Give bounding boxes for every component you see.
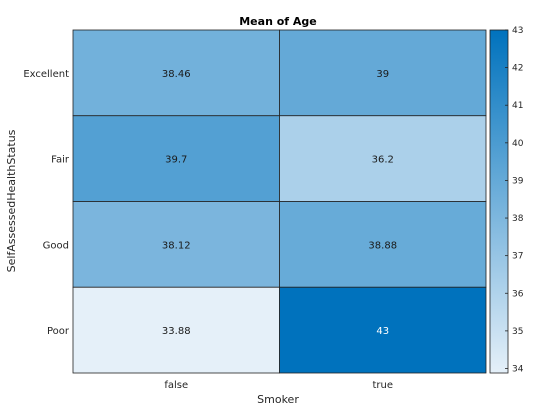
x-tick-label: false <box>164 380 188 391</box>
y-axis-title: SelfAssessedHealthStatus <box>5 129 18 272</box>
heatmap-cell <box>279 115 487 202</box>
heatmap-cell <box>279 201 487 288</box>
heatmap-cell <box>72 286 280 374</box>
colorbar: 34 35 36 37 38 39 40 41 42 43 <box>489 26 524 374</box>
colorbar-tick-label: 38 <box>512 214 524 224</box>
colorbar-tick-label: 42 <box>512 64 523 74</box>
colorbar-tick-label: 34 <box>512 364 524 374</box>
colorbar-tick-label: 36 <box>512 289 524 299</box>
x-axis-title: Smoker <box>257 393 299 406</box>
chart-title: Mean of Age <box>239 15 317 28</box>
y-tick-label: Good <box>43 240 69 251</box>
heatmap-cell <box>72 201 280 288</box>
colorbar-tick-label: 43 <box>512 26 523 36</box>
colorbar-gradient <box>489 29 509 374</box>
colorbar-tick-label: 37 <box>512 252 523 262</box>
cell-value-label: 38.12 <box>162 240 191 251</box>
cell-value-label: 39 <box>376 69 389 80</box>
colorbar-tick-label: 39 <box>512 176 524 186</box>
heatmap-cell <box>72 115 280 202</box>
y-tick-labels: Excellent Fair Good Poor <box>23 69 70 337</box>
cell-value-label: 43 <box>376 326 389 337</box>
cell-value-label: 36.2 <box>372 155 394 166</box>
cell-value-label: 38.46 <box>162 69 191 80</box>
cell-value-label: 33.88 <box>162 326 191 337</box>
y-tick-label: Poor <box>47 326 70 337</box>
cell-value-label: 39.7 <box>165 155 187 166</box>
heatmap-cells: 38.46 39 39.7 36.2 38.12 38.88 33.88 43 <box>72 29 487 374</box>
x-tick-labels: false true <box>164 380 393 391</box>
y-tick-label: Fair <box>51 155 70 166</box>
colorbar-tick-label: 35 <box>512 327 523 337</box>
cell-value-label: 38.88 <box>368 240 397 251</box>
colorbar-tick-label: 40 <box>512 139 524 149</box>
colorbar-tick-label: 41 <box>512 101 523 111</box>
y-tick-label: Excellent <box>23 69 69 80</box>
heatmap-cell <box>279 29 487 117</box>
heatmap-cell <box>279 286 487 374</box>
heatmap-cell <box>72 29 280 117</box>
x-tick-label: true <box>372 380 393 391</box>
